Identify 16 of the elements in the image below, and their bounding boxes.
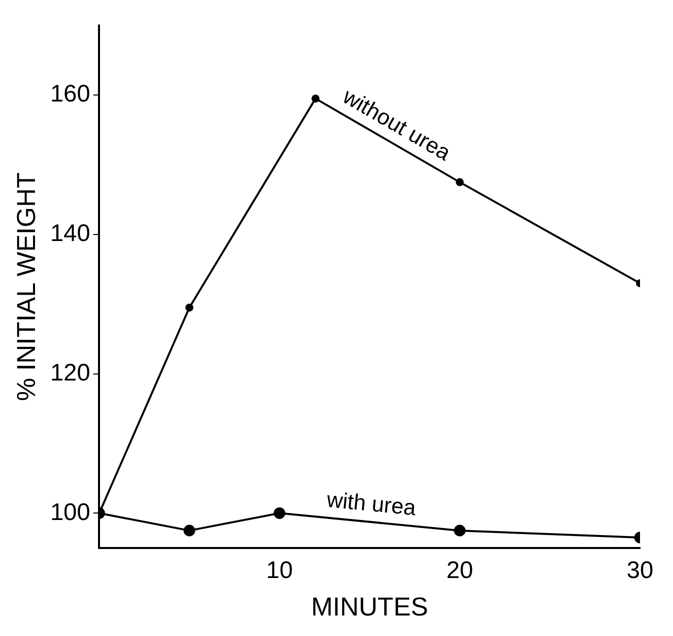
x-axis-title: MINUTES <box>311 592 428 622</box>
text: with urea <box>324 486 418 520</box>
x-tick-label: 20 <box>446 557 474 584</box>
y-tick-label: 120 <box>50 359 90 386</box>
x-tick-label: 10 <box>266 557 293 584</box>
y-axis-title: % INITIAL WEIGHT <box>10 172 41 402</box>
point <box>456 178 464 186</box>
y-tick-label: 100 <box>50 498 90 526</box>
point <box>274 507 286 519</box>
y-tick-label: 160 <box>50 80 90 108</box>
y-tick-label: 140 <box>50 220 90 248</box>
point <box>312 94 320 103</box>
x-tick-label: 30 <box>626 557 654 584</box>
point <box>184 524 196 536</box>
point <box>454 524 466 536</box>
point <box>185 304 194 312</box>
